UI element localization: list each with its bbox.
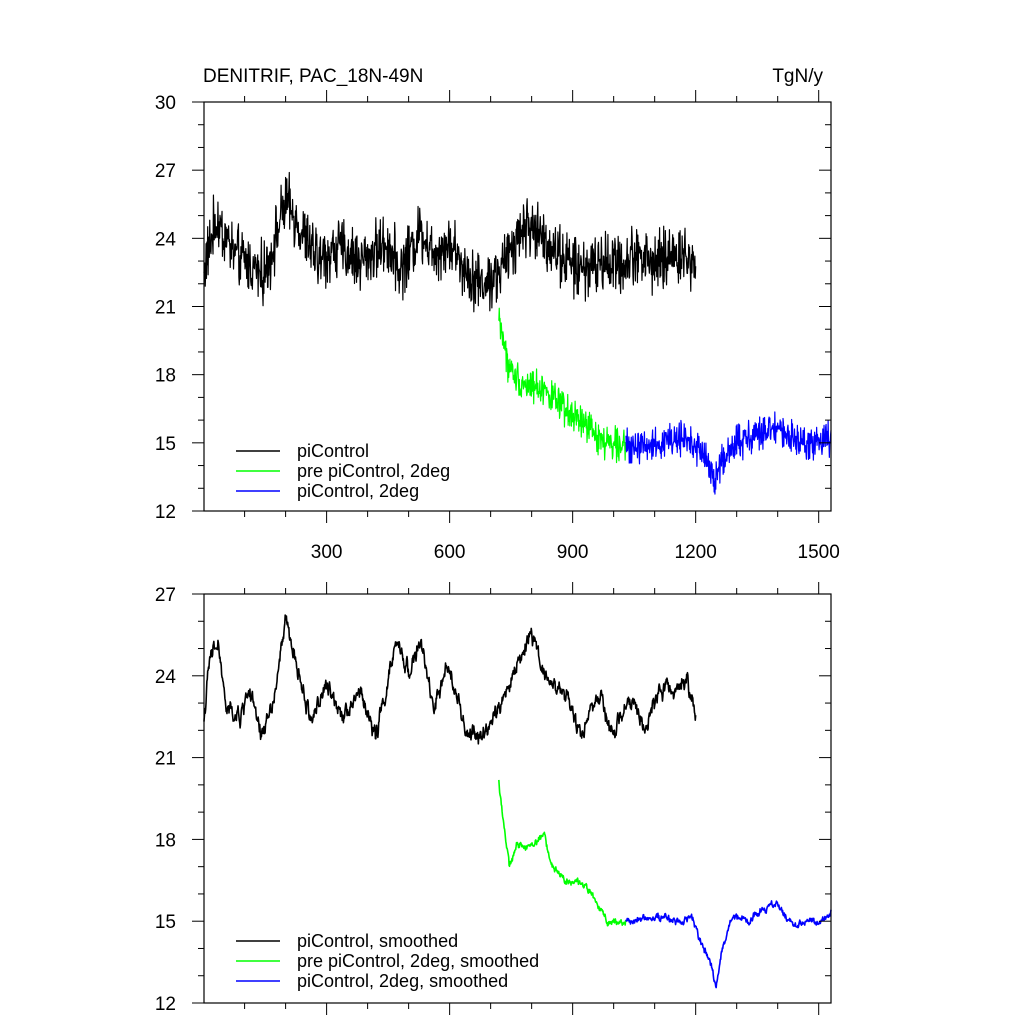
y-tick-label: 21 — [155, 749, 176, 770]
y-tick-label: 15 — [155, 912, 176, 933]
legend-label: pre piControl, 2deg — [297, 461, 450, 481]
y-tick-label: 18 — [155, 830, 176, 851]
y-tick-label: 30 — [155, 93, 176, 114]
y-tick-label: 15 — [155, 434, 176, 455]
y-tick-label: 12 — [155, 994, 176, 1015]
series-line-picontrol-2deg — [625, 411, 832, 495]
top-panel: DENITRIF, PAC_18N-49N TgN/y 12 15 18 21 24 27… — [155, 66, 840, 563]
y-tick-label: 18 — [155, 366, 176, 387]
series-line-picontrol-smoothed — [203, 614, 697, 745]
x-tick-label: 1200 — [675, 542, 717, 563]
series-group — [203, 171, 832, 495]
series-line-picontrol — [203, 171, 697, 313]
legend-label: pre piControl, 2deg, smoothed — [297, 951, 539, 971]
chart-title: DENITRIF, PAC_18N-49N — [203, 66, 423, 87]
series-line-pre-picontrol-2deg — [498, 307, 627, 464]
y-tick-label: 27 — [155, 585, 176, 606]
x-tick-label: 600 — [434, 542, 466, 563]
legend-label: piControl, 2deg, smoothed — [297, 971, 508, 991]
series-line-pre-picontrol-2deg-smoothed — [498, 779, 627, 927]
legend-label: piControl, 2deg — [297, 481, 419, 501]
x-tick-label: 900 — [557, 542, 589, 563]
ticks-group: 12 15 18 21 24 27 — [155, 582, 831, 1015]
legend-label: piControl, smoothed — [297, 931, 458, 951]
y-tick-label: 21 — [155, 298, 176, 319]
y-tick-label: 27 — [155, 161, 176, 182]
ticks-group: 12 15 18 21 24 27 30 300 600 900 1200 1500 — [155, 90, 840, 563]
y-tick-label: 24 — [155, 667, 177, 688]
x-tick-label: 1500 — [798, 542, 840, 563]
y-tick-label: 12 — [155, 502, 176, 523]
series-group — [203, 614, 832, 989]
x-tick-label: 300 — [311, 542, 343, 563]
plot-frame — [203, 593, 832, 1004]
series-line-picontrol-2deg-smoothed — [625, 900, 832, 989]
y-tick-label: 24 — [155, 229, 177, 250]
legend-label: piControl — [297, 441, 369, 461]
units-label: TgN/y — [772, 66, 823, 87]
